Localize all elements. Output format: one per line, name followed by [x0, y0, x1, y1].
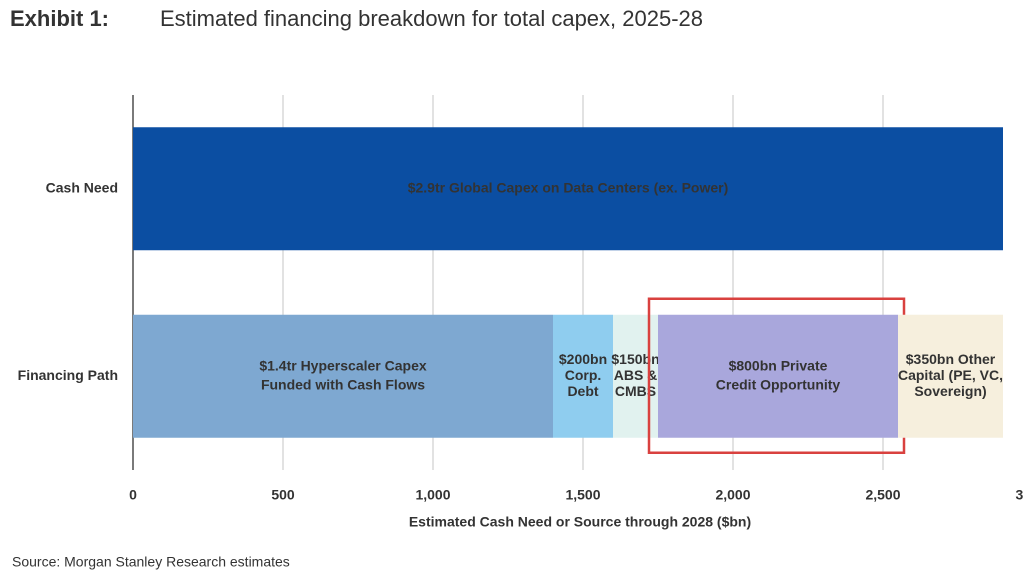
segment-label: $150bn	[611, 351, 659, 367]
segment-label: $200bn	[559, 351, 607, 367]
segment-label: Funded with Cash Flows	[261, 376, 425, 392]
segment-label: Sovereign)	[914, 383, 986, 399]
segment-label: CMBS	[615, 383, 656, 399]
y-tick-label: Cash Need	[46, 179, 118, 195]
segment-label: $1.4tr Hyperscaler Capex	[259, 357, 427, 373]
segment-label: Credit Opportunity	[716, 376, 841, 392]
x-tick-label: 1,000	[415, 487, 450, 503]
segment-label: Debt	[567, 383, 598, 399]
segment-label: $350bn Other	[906, 351, 996, 367]
bar-segment	[133, 127, 1003, 251]
segment-label: $800bn Private	[729, 357, 828, 373]
source-note: Source: Morgan Stanley Research estimate…	[12, 554, 290, 570]
x-tick-label: 2,500	[865, 487, 900, 503]
chart-subtitle: Estimated financing breakdown for total …	[160, 6, 703, 31]
segment-label: Capital (PE, VC,	[898, 367, 1003, 383]
segment-label: ABS &	[614, 367, 658, 383]
segment-label: Corp.	[565, 367, 602, 383]
x-tick-label: 500	[271, 487, 295, 503]
x-tick-label: 0	[129, 487, 137, 503]
bar-segment	[658, 314, 898, 438]
bar-segment	[898, 314, 1003, 438]
x-tick-label: 2,000	[715, 487, 750, 503]
y-tick-label: Financing Path	[18, 367, 118, 383]
x-tick-label: 1,500	[565, 487, 600, 503]
bar-segment	[133, 314, 553, 438]
x-tick-label: 3,000	[1015, 487, 1024, 503]
segment-label: $2.9tr Global Capex on Data Centers (ex.…	[408, 179, 729, 195]
bar-segment	[553, 314, 613, 438]
x-axis-title: Estimated Cash Need or Source through 20…	[409, 514, 751, 530]
bar-segment	[613, 314, 658, 438]
chart-title: Exhibit 1:	[10, 6, 109, 31]
